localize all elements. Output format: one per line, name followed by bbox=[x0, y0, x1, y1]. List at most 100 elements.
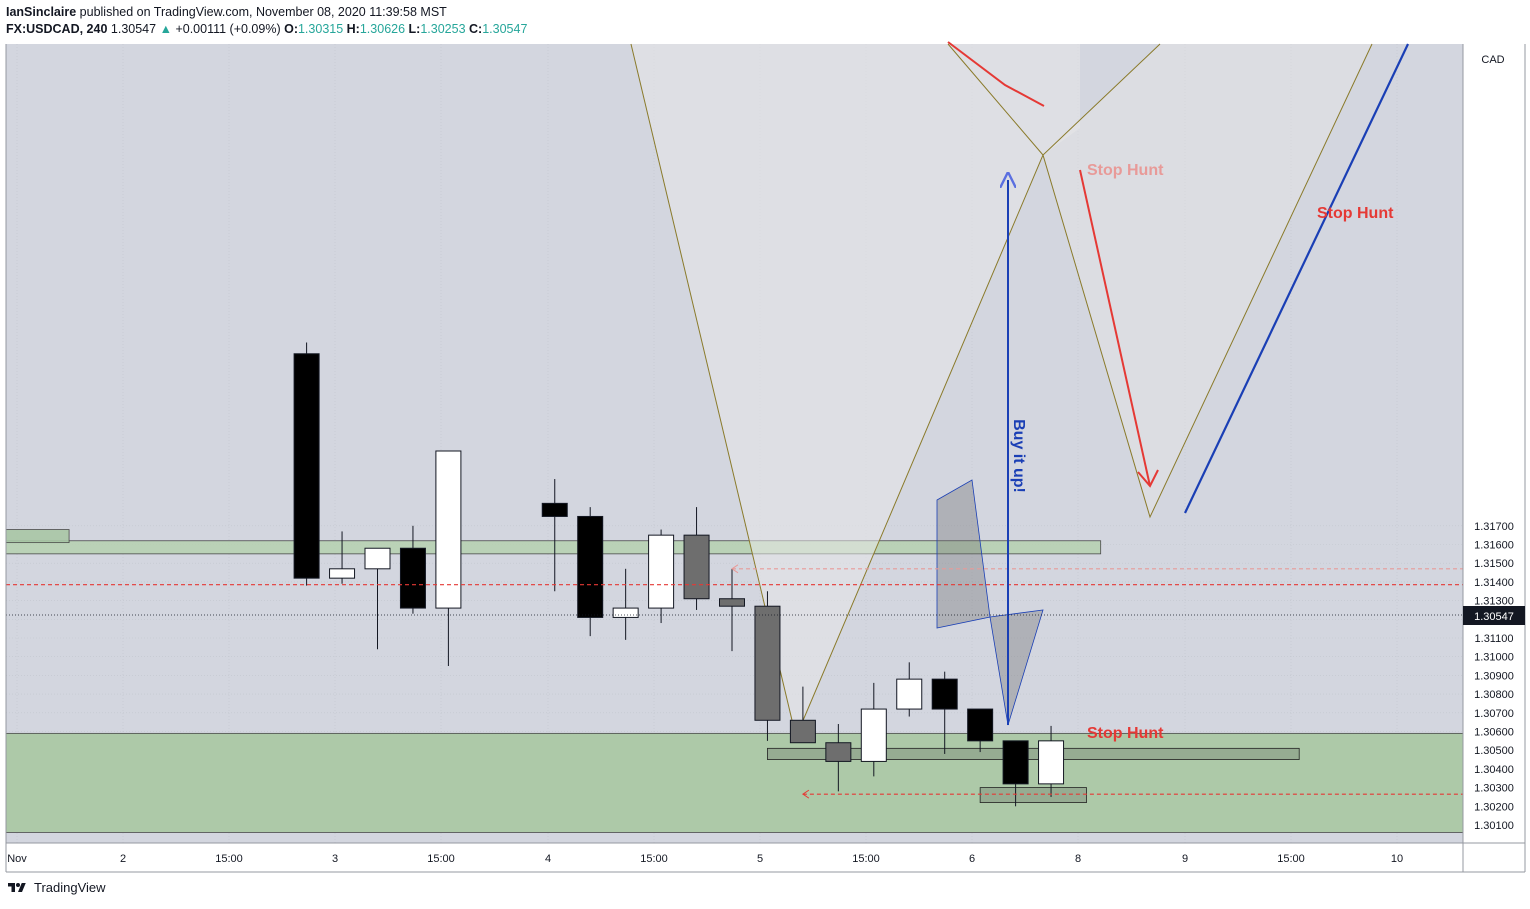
y-tick-label: 1.30300 bbox=[1474, 783, 1514, 795]
candle-body bbox=[683, 534, 710, 600]
stop-hunt-label-top: Stop Hunt bbox=[1087, 162, 1164, 179]
candle-body bbox=[967, 708, 994, 742]
tradingview-brand[interactable]: TradingView bbox=[34, 880, 106, 895]
x-tick-label: 4 bbox=[545, 853, 551, 865]
x-tick-label: 15:00 bbox=[640, 853, 668, 865]
change-arrow-icon: ▲ bbox=[159, 22, 172, 36]
symbol-label[interactable]: FX:USDCAD, 240 bbox=[6, 22, 108, 36]
candle-body bbox=[789, 719, 816, 744]
red-arrow-head bbox=[1137, 469, 1159, 488]
stop-hunt-label-right: Stop Hunt bbox=[1317, 205, 1394, 222]
supply-zone-small bbox=[5, 529, 70, 544]
candle-body bbox=[719, 598, 745, 607]
close-value: 1.30547 bbox=[482, 22, 528, 36]
y-tick-label: 1.30100 bbox=[1474, 820, 1514, 832]
candle-body bbox=[541, 502, 568, 517]
y-tick-label: 1.30600 bbox=[1474, 727, 1514, 739]
x-tick-label: Nov bbox=[7, 853, 27, 865]
candle-body bbox=[1038, 740, 1065, 785]
supply-zone bbox=[5, 540, 1102, 555]
y-tick-label: 1.31300 bbox=[1474, 596, 1514, 608]
last-price-tag-text: 1.30547 bbox=[1474, 611, 1514, 623]
x-tick-label: 15:00 bbox=[852, 853, 880, 865]
last-price-tag: 1.30547 bbox=[1463, 606, 1525, 625]
candle-body bbox=[435, 450, 462, 609]
pattern-shade-right bbox=[1043, 44, 1372, 517]
y-tick-label: 1.30700 bbox=[1474, 708, 1514, 720]
high-value: 1.30626 bbox=[359, 22, 406, 36]
candle-body bbox=[648, 534, 675, 609]
y-tick-label: 1.30900 bbox=[1474, 670, 1514, 682]
open-value: 1.30315 bbox=[297, 22, 344, 36]
tradingview-logo-icon[interactable] bbox=[6, 881, 28, 895]
pattern-shade-left bbox=[631, 44, 1080, 737]
y-tick-label: 1.31600 bbox=[1474, 540, 1514, 552]
candle-body bbox=[577, 515, 604, 618]
candle-body bbox=[825, 742, 852, 762]
candle-body bbox=[931, 678, 958, 710]
low-value: 1.30253 bbox=[420, 22, 466, 36]
price-axis[interactable]: CAD 1.30100 1.30200 1.30300 1.30400 1.30500 1… bbox=[1462, 44, 1525, 872]
price-axis-bg bbox=[1463, 44, 1525, 872]
y-tick-label: 1.30500 bbox=[1474, 745, 1514, 757]
x-tick-label: 3 bbox=[332, 853, 338, 865]
demand-zone bbox=[5, 732, 1464, 833]
x-tick-label: 15:00 bbox=[215, 853, 243, 865]
small-triangle-2 bbox=[989, 609, 1044, 726]
candle-body bbox=[329, 568, 356, 579]
time-axis[interactable]: Nov 2 15:00 3 15:00 4 15:00 5 15:00 6 8 9 15:00 10 bbox=[6, 842, 1525, 873]
x-tick-label: 2 bbox=[120, 853, 126, 865]
candles bbox=[293, 342, 1065, 807]
buy-it-up-label: Buy it up! bbox=[1010, 419, 1027, 493]
mid-range-box bbox=[767, 747, 1300, 760]
candle-body bbox=[293, 353, 320, 579]
y-tick-label: 1.31500 bbox=[1474, 558, 1514, 570]
currency-label: CAD bbox=[1481, 54, 1504, 66]
harmonic-pattern bbox=[630, 43, 1373, 739]
footer: TradingView bbox=[6, 880, 106, 895]
y-tick-label: 1.30800 bbox=[1474, 689, 1514, 701]
candle-body bbox=[860, 708, 887, 762]
publish-info: published on TradingView.com, November 0… bbox=[79, 5, 447, 19]
y-tick-label: 1.31000 bbox=[1474, 652, 1514, 664]
y-tick-label: 1.31700 bbox=[1474, 521, 1514, 533]
blue-projection-up bbox=[1184, 43, 1409, 514]
y-tick-label: 1.30400 bbox=[1474, 764, 1514, 776]
stop-hunt-label-bottom: Stop Hunt bbox=[1087, 725, 1164, 742]
low-label: L: bbox=[408, 22, 421, 36]
open-label: O: bbox=[284, 22, 298, 36]
candle-body bbox=[364, 547, 391, 570]
x-tick-label: 8 bbox=[1075, 853, 1081, 865]
candle-body bbox=[896, 678, 923, 710]
x-tick-label: 6 bbox=[969, 853, 975, 865]
x-tick-label: 9 bbox=[1182, 853, 1188, 865]
red-projection-down bbox=[1079, 169, 1151, 487]
ohlc-line: FX:USDCAD, 240 1.30547 ▲ +0.00111 (+0.09… bbox=[6, 21, 527, 38]
red-projection-top bbox=[947, 41, 1045, 107]
stop-hunt-high-line-arrow bbox=[731, 564, 739, 574]
candle-body bbox=[612, 607, 639, 618]
low-box bbox=[979, 787, 1087, 803]
pattern-outline-right bbox=[1042, 43, 1373, 519]
drawings: Buy it up! Stop Hunt Stop Hunt Stop Hunt bbox=[947, 41, 1409, 742]
author-name[interactable]: IanSinclaire bbox=[6, 5, 77, 19]
last-price-tag-bg bbox=[1463, 606, 1525, 625]
x-tick-label: 5 bbox=[757, 853, 763, 865]
horizontal-lines bbox=[6, 564, 1463, 799]
candle-body bbox=[399, 547, 426, 609]
candle-body bbox=[754, 605, 781, 721]
stop-hunt-low-line-arrow bbox=[801, 789, 810, 799]
x-tick-label: 15:00 bbox=[1277, 853, 1305, 865]
high-label: H: bbox=[346, 22, 360, 36]
chart-header: IanSinclaire published on TradingView.co… bbox=[6, 4, 527, 38]
y-tick-label: 1.31400 bbox=[1474, 577, 1514, 589]
close-label: C: bbox=[469, 22, 483, 36]
zones bbox=[5, 529, 1464, 833]
publish-line: IanSinclaire published on TradingView.co… bbox=[6, 4, 527, 21]
x-tick-label: 10 bbox=[1391, 853, 1403, 865]
candle-body bbox=[1002, 740, 1029, 785]
y-tick-label: 1.30200 bbox=[1474, 801, 1514, 813]
y-tick-label: 1.31100 bbox=[1475, 633, 1514, 645]
change-value: +0.00111 (+0.09%) bbox=[175, 22, 281, 36]
